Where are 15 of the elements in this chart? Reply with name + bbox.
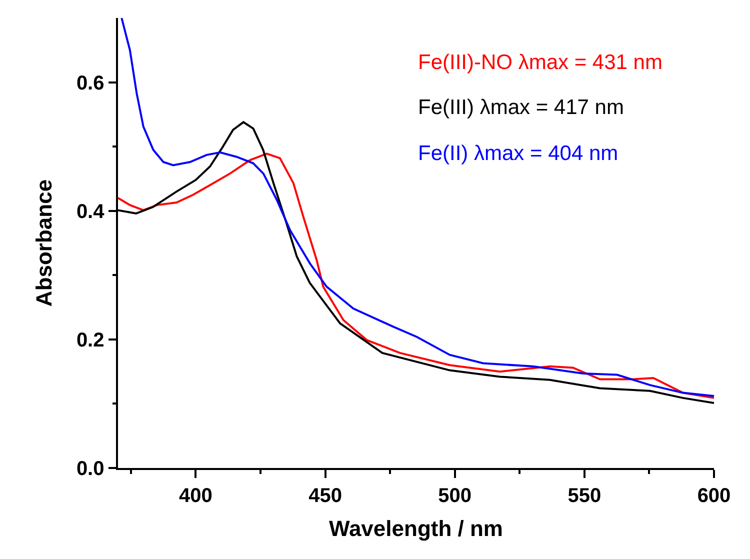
- x-tick-label: 500: [438, 484, 472, 507]
- x-tick-label: 550: [568, 484, 602, 507]
- y-tick-label: 0.6: [76, 72, 104, 94]
- x-tick-label: 600: [697, 484, 731, 507]
- text: Fe(III)-NO λmax = 431 nm: [418, 51, 662, 74]
- x-axis-title: Wavelength / nm: [329, 516, 503, 542]
- text: Fe(II) λmax = 404 nm: [418, 142, 618, 165]
- x-tick-label: 400: [179, 484, 212, 507]
- text: Fe(III) λmax = 417 nm: [418, 96, 624, 119]
- x-tick-label: 450: [308, 484, 342, 507]
- y-tick-label: 0.2: [76, 329, 104, 352]
- y-tick-label: 0.4: [76, 200, 106, 223]
- line-series: [120, 18, 714, 397]
- y-axis-title: Absorbance: [32, 179, 57, 307]
- y-tick-label: 0.0: [76, 458, 104, 480]
